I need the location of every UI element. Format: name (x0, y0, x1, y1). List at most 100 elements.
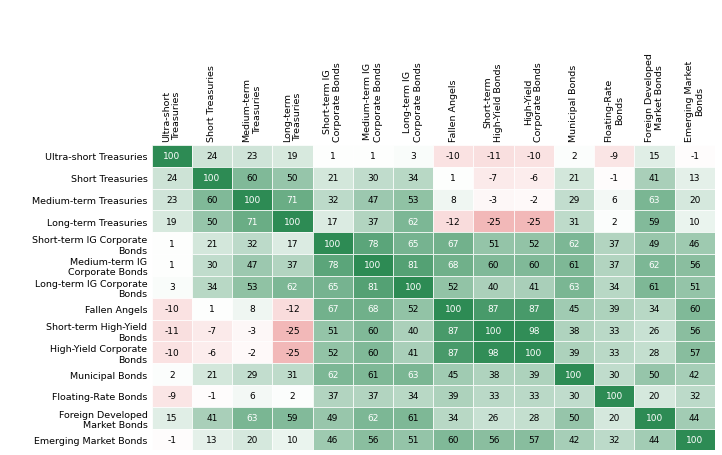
Bar (272, 385, 313, 407)
Bar (313, 254, 353, 276)
Text: -1: -1 (609, 174, 619, 183)
Bar (474, 364, 513, 385)
Bar (594, 407, 635, 429)
Bar (353, 254, 393, 276)
Bar (554, 407, 594, 429)
Text: 47: 47 (367, 196, 378, 205)
Bar (674, 342, 715, 364)
Text: -10: -10 (446, 152, 461, 161)
Bar (192, 276, 232, 298)
Bar (474, 407, 513, 429)
Bar (474, 167, 513, 189)
Bar (433, 233, 474, 254)
Text: 34: 34 (609, 283, 620, 292)
Bar (152, 254, 192, 276)
Text: 65: 65 (407, 239, 419, 248)
Text: 37: 37 (367, 217, 378, 226)
Text: 100: 100 (445, 304, 462, 313)
Text: 29: 29 (246, 370, 258, 379)
Bar (674, 320, 715, 342)
Bar (152, 385, 192, 407)
Bar (313, 407, 353, 429)
Text: 26: 26 (488, 413, 499, 422)
Bar (513, 342, 554, 364)
Text: 32: 32 (246, 239, 258, 248)
Text: 41: 41 (206, 413, 217, 422)
Bar (674, 407, 715, 429)
Text: 52: 52 (528, 239, 539, 248)
Text: 45: 45 (448, 370, 459, 379)
Bar (594, 233, 635, 254)
Bar (635, 342, 674, 364)
Text: 61: 61 (367, 370, 378, 379)
Text: 37: 37 (609, 261, 620, 270)
Text: 61: 61 (648, 283, 660, 292)
Bar (554, 364, 594, 385)
Text: 49: 49 (649, 239, 660, 248)
Bar (635, 233, 674, 254)
Bar (232, 320, 272, 342)
Bar (272, 233, 313, 254)
Bar (674, 146, 715, 167)
Text: 3: 3 (169, 283, 175, 292)
Bar (393, 189, 433, 211)
Text: 78: 78 (367, 239, 378, 248)
Text: -2: -2 (529, 196, 538, 205)
Text: 60: 60 (206, 196, 218, 205)
Text: 15: 15 (648, 152, 660, 161)
Bar (594, 254, 635, 276)
Text: 17: 17 (287, 239, 298, 248)
Text: 2: 2 (169, 370, 175, 379)
Text: 8: 8 (451, 196, 456, 205)
Text: 67: 67 (448, 239, 459, 248)
Text: 1: 1 (169, 239, 175, 248)
Text: -12: -12 (446, 217, 461, 226)
Text: 29: 29 (568, 196, 580, 205)
Bar (232, 342, 272, 364)
Bar (272, 320, 313, 342)
Text: -1: -1 (690, 152, 699, 161)
Text: 39: 39 (448, 391, 459, 400)
Text: 30: 30 (206, 261, 218, 270)
Text: 62: 62 (568, 239, 580, 248)
Text: 15: 15 (166, 413, 178, 422)
Text: 38: 38 (488, 370, 500, 379)
Bar (594, 167, 635, 189)
Bar (152, 233, 192, 254)
Text: -9: -9 (609, 152, 619, 161)
Text: -10: -10 (165, 304, 179, 313)
Bar (554, 189, 594, 211)
Text: 49: 49 (327, 413, 339, 422)
Bar (554, 429, 594, 450)
Text: 19: 19 (166, 217, 178, 226)
Bar (393, 211, 433, 233)
Text: 56: 56 (488, 435, 500, 444)
Text: -1: -1 (207, 391, 217, 400)
Text: 87: 87 (528, 304, 539, 313)
Text: 31: 31 (287, 370, 298, 379)
Bar (554, 254, 594, 276)
Bar (474, 298, 513, 320)
Bar (393, 233, 433, 254)
Bar (674, 189, 715, 211)
Bar (513, 385, 554, 407)
Bar (674, 211, 715, 233)
Bar (232, 385, 272, 407)
Bar (554, 298, 594, 320)
Text: 20: 20 (689, 196, 700, 205)
Bar (474, 385, 513, 407)
Bar (313, 320, 353, 342)
Bar (474, 342, 513, 364)
Text: 34: 34 (649, 304, 660, 313)
Text: 63: 63 (648, 196, 660, 205)
Bar (474, 320, 513, 342)
Bar (313, 385, 353, 407)
Bar (393, 429, 433, 450)
Bar (433, 254, 474, 276)
Text: 40: 40 (407, 326, 419, 335)
Bar (232, 189, 272, 211)
Bar (433, 320, 474, 342)
Bar (554, 167, 594, 189)
Text: 31: 31 (568, 217, 580, 226)
Text: 1: 1 (330, 152, 336, 161)
